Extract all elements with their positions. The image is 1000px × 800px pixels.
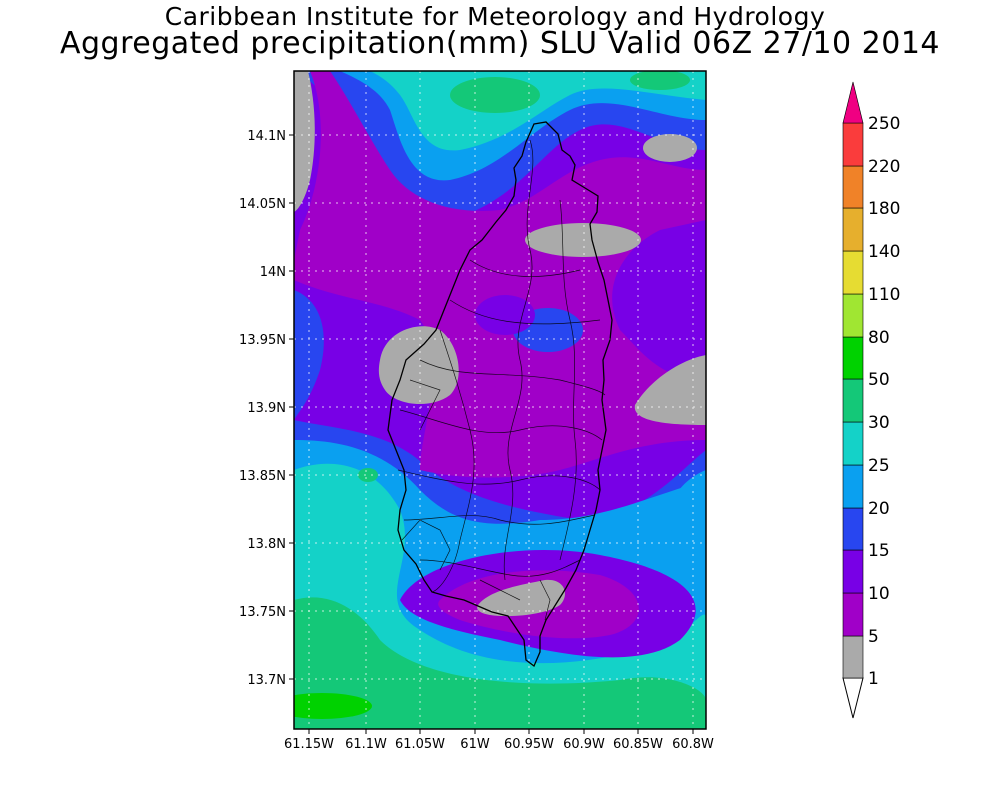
lon-tick-label: 61.1W (345, 737, 387, 752)
lat-tick-label: 13.9N (247, 401, 286, 416)
colorbar-segment (842, 464, 864, 509)
colorbar-segment (842, 592, 864, 637)
legend-level-label: 30 (868, 413, 890, 433)
legend-level-label: 15 (868, 541, 890, 561)
island-rivers (397, 139, 606, 621)
lat-tick-label: 13.85N (239, 469, 286, 484)
colorbar-segment (842, 250, 864, 295)
field-band-30-50-north-patch (450, 77, 540, 113)
legend-level-label: 50 (868, 370, 890, 390)
field-band-50-80-patch (294, 693, 372, 719)
field-band-15-20-west-patch (294, 290, 324, 420)
legend-level-label: 20 (868, 499, 890, 519)
lat-tick-label: 14.05N (239, 197, 286, 212)
legend-level-label: 80 (868, 328, 890, 348)
colorbar-segment (842, 207, 864, 252)
lon-tick-label: 61.15W (284, 737, 334, 752)
legend-level-label: 5 (868, 627, 879, 647)
lat-tick-label: 13.7N (247, 673, 286, 688)
lon-tick-label: 61W (460, 737, 490, 752)
legend-level-label: 180 (868, 199, 900, 219)
lat-tick-label: 13.75N (239, 605, 286, 620)
colorbar-segment (842, 549, 864, 594)
product-title: Aggregated precipitation(mm) SLU Valid 0… (59, 26, 941, 61)
lat-tick-label: 13.8N (247, 537, 286, 552)
lat-tick-label: 14N (260, 265, 286, 280)
colorbar-segment (842, 635, 864, 679)
colorbar-segment (842, 507, 864, 551)
legend-level-label: 220 (868, 157, 900, 177)
island-outline (387, 121, 613, 668)
latitude-ticks (289, 134, 294, 680)
field-band-20-25-east-patch (667, 470, 706, 533)
field-band-30-50-northeast-patch (630, 71, 690, 90)
field-band-1-5-northeast (643, 134, 697, 162)
colorbar-segment (842, 336, 864, 380)
map-frame (293, 70, 707, 730)
colorbar-segment (842, 122, 864, 167)
colorbar-min-arrow (842, 677, 864, 719)
lat-tick-label: 13.95N (239, 333, 286, 348)
lon-tick-label: 60.9W (563, 737, 605, 752)
legend-level-label: 140 (868, 242, 900, 262)
longitude-ticks (308, 729, 694, 734)
legend-level-label: 110 (868, 285, 900, 305)
field-band-30-50-west-dot (358, 468, 378, 482)
colorbar-legend: 1 5 10 15 20 25 30 50 80 110 140 180 220… (842, 81, 900, 719)
colorbar-segment (842, 165, 864, 209)
field-band-30-50-south (294, 597, 706, 729)
colorbar-segment (842, 293, 864, 338)
field-band-1-5-south-island (477, 579, 565, 617)
legend-level-label: 25 (868, 456, 890, 476)
colorbar-segment (842, 421, 864, 466)
longitude-labels: 61.15W 61.1W 61.05W 61W 60.95W 60.9W 60.… (284, 737, 714, 752)
graticule (294, 71, 706, 729)
field-band-5-10-central (294, 71, 706, 478)
legend-level-label: 10 (868, 584, 890, 604)
lon-tick-label: 60.85W (613, 737, 663, 752)
lon-tick-label: 60.8W (672, 737, 714, 752)
field-band-1-5-northwest (294, 71, 315, 212)
latitude-labels: 14.1N 14.05N 14N 13.95N 13.9N 13.85N 13.… (239, 129, 286, 688)
lon-tick-label: 61.05W (395, 737, 445, 752)
precipitation-field (294, 71, 706, 729)
lat-tick-label: 14.1N (247, 129, 286, 144)
legend-level-label: 250 (868, 114, 900, 134)
colorbar-segment (842, 378, 864, 423)
institute-title: Caribbean Institute for Meteorology and … (164, 2, 826, 31)
field-band-1-5-north-island (525, 223, 641, 257)
legend-level-label: 1 (868, 669, 879, 689)
colorbar-max-arrow (842, 81, 864, 124)
lon-tick-label: 60.95W (504, 737, 554, 752)
